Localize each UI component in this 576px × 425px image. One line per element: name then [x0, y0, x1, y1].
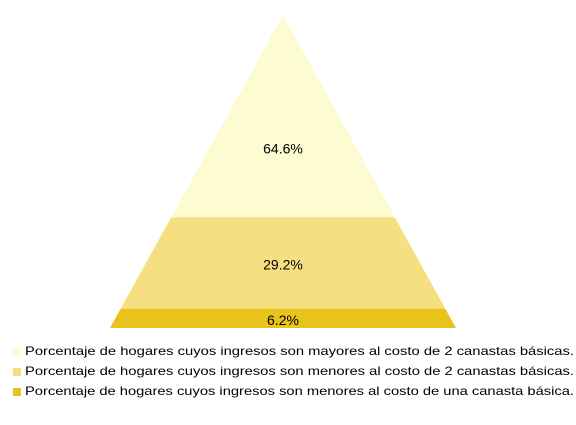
legend-swatch	[13, 348, 21, 356]
legend-label: Porcentaje de hogares cuyos ingresos son…	[25, 364, 574, 378]
legend-label: Porcentaje de hogares cuyos ingresos son…	[25, 344, 574, 358]
pyramid-layer	[171, 15, 395, 218]
legend-swatch	[13, 368, 21, 376]
value-label: 64.6%	[263, 141, 303, 157]
legend-swatch	[13, 388, 21, 396]
pyramid-layer	[110, 308, 456, 328]
legend-label: Porcentaje de hogares cuyos ingresos son…	[25, 384, 574, 398]
value-label: 29.2%	[263, 257, 303, 273]
pyramid-layer	[120, 217, 446, 309]
value-label: 6.2%	[267, 312, 299, 328]
